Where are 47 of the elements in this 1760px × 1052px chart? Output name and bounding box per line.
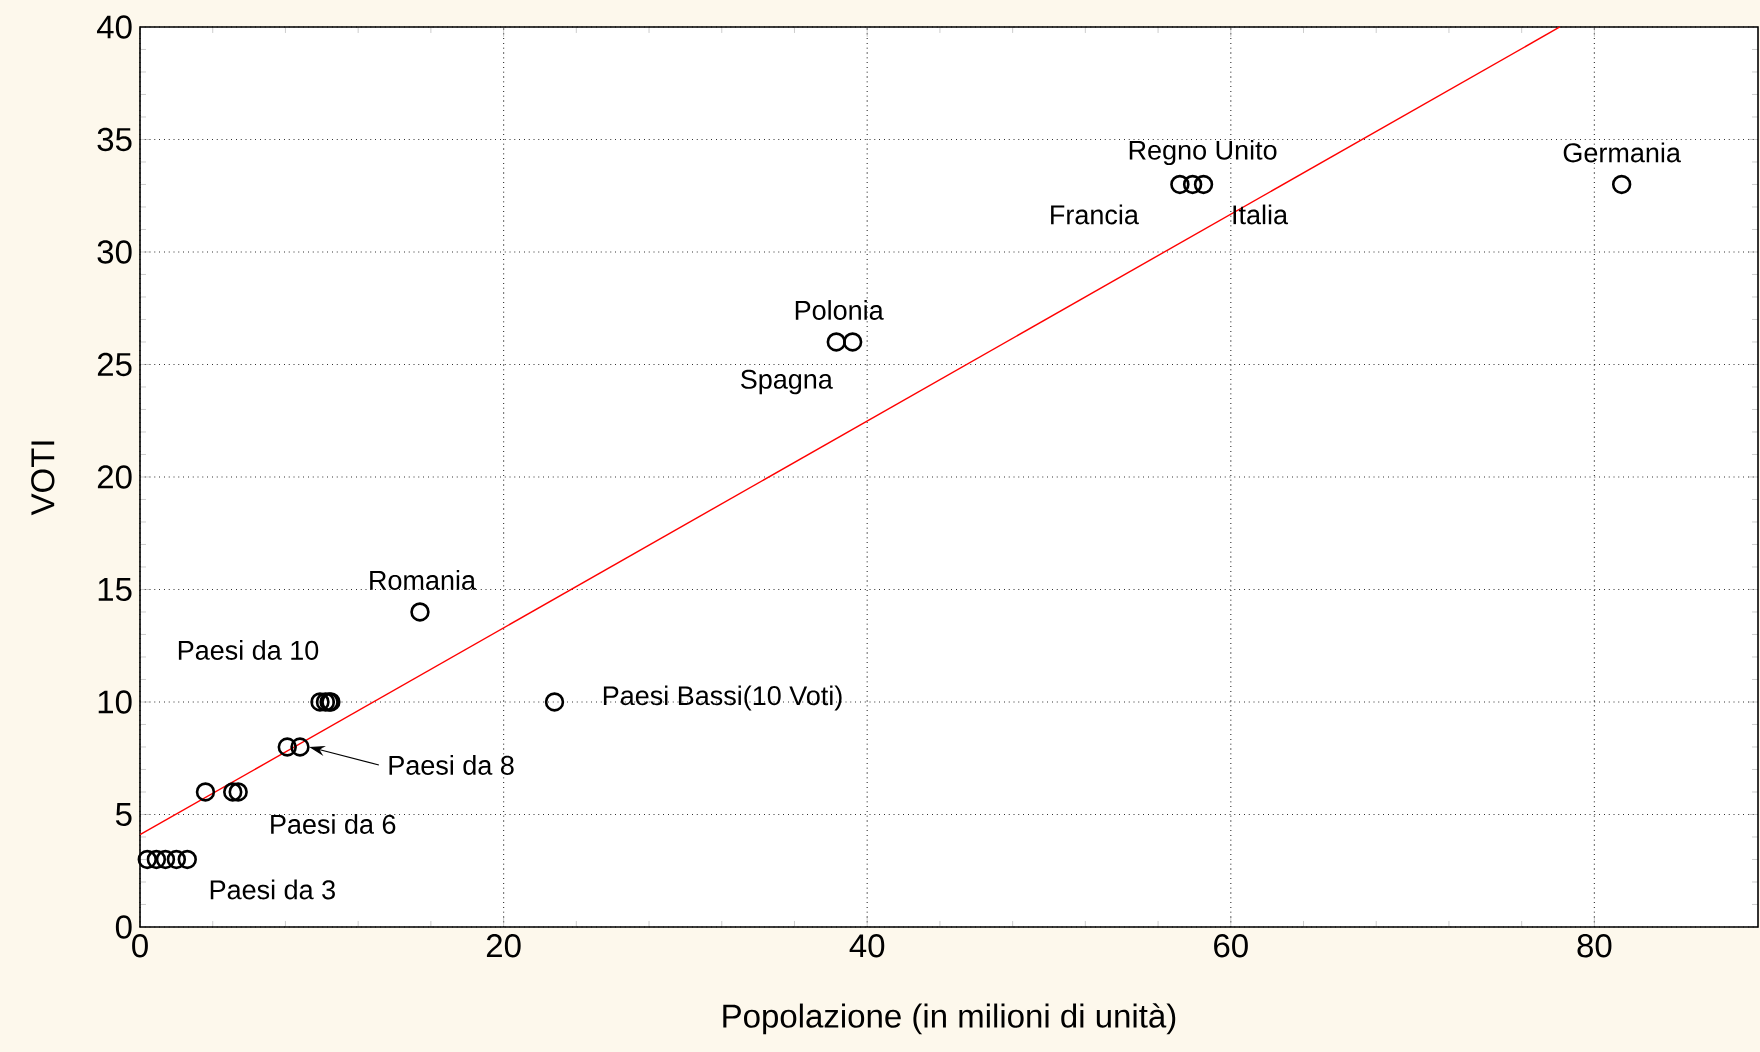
- x-tick-label: 80: [1577, 934, 1612, 958]
- annotation: Polonia: [795, 300, 884, 320]
- point: [195, 782, 216, 802]
- point: [410, 602, 430, 622]
- annotation: Germania: [1563, 142, 1681, 163]
- point: [1170, 174, 1190, 195]
- x-tick-label: 0: [132, 934, 148, 958]
- annotation: Italia: [1233, 204, 1289, 225]
- point: [146, 849, 167, 870]
- x-tick-label: 20: [486, 934, 521, 958]
- annotation: Paesi da 8: [389, 755, 514, 775]
- y-tick-label: 10: [98, 690, 132, 714]
- y-axis-title: VOTI: [31, 441, 55, 516]
- x-tick-label: 60: [1214, 934, 1248, 958]
- annotation: Regno Unito: [1129, 139, 1277, 166]
- point: [1193, 174, 1214, 195]
- y-tick-label: 5: [115, 802, 132, 826]
- point: [137, 849, 157, 870]
- y-tick-label: 25: [97, 352, 132, 377]
- x-axis-title: Popolazione (in milioni di unità): [723, 1003, 1176, 1035]
- point: [228, 782, 248, 802]
- annotation: Romania: [370, 570, 476, 590]
- point: [842, 332, 863, 352]
- point: [166, 849, 187, 870]
- point: [310, 692, 330, 712]
- annotation: Paesi da 6: [271, 814, 396, 834]
- annotation: Paesi Bassi(10 Voti): [603, 685, 842, 711]
- annotation: Francia: [1051, 204, 1139, 225]
- point: [544, 692, 565, 712]
- point: [155, 849, 176, 870]
- annotation: Spagna: [740, 369, 833, 395]
- y-tick-label: 20: [97, 465, 132, 489]
- point: [277, 737, 297, 757]
- point: [223, 782, 243, 802]
- y-tick-label: 30: [97, 240, 132, 264]
- y-tick-label: 0: [115, 915, 132, 939]
- point: [826, 332, 846, 352]
- annotation: Paesi da 10: [178, 640, 319, 660]
- x-tick-label: 40: [849, 934, 885, 958]
- y-tick-label: 40: [96, 15, 132, 39]
- annotation: Paesi da 3: [210, 879, 335, 900]
- point: [1182, 174, 1203, 195]
- y-tick-label: 15: [98, 577, 132, 601]
- point: [290, 737, 310, 757]
- point: [1611, 174, 1632, 195]
- y-tick-label: 35: [97, 127, 132, 152]
- point: [177, 849, 197, 870]
